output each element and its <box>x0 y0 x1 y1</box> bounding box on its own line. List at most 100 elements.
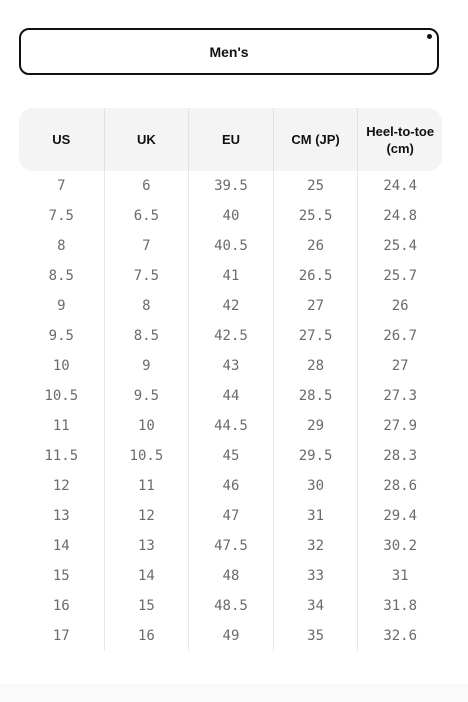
table-row: 8 7 40.5 26 25.4 <box>19 231 442 261</box>
table-row: 7.5 6.5 40 25.5 24.8 <box>19 201 442 231</box>
cell-heel-to-toe: 24.4 <box>357 171 442 201</box>
cell-us: 14 <box>52 538 70 554</box>
cell-heel-to-toe: 26.7 <box>357 321 442 351</box>
table-header: US UK EU CM (JP) Heel-to-toe (cm) <box>19 108 442 171</box>
cell-heel-to-toe: 32.6 <box>357 621 442 651</box>
cell-us: 9 <box>57 298 66 314</box>
cell-uk: 8.5 <box>103 321 189 351</box>
cell-eu: 45 <box>188 441 273 471</box>
cell-heel-to-toe: 27 <box>357 351 442 381</box>
cell-eu: 44.5 <box>188 411 273 441</box>
cell-us: 15 <box>52 568 70 584</box>
cell-us: 16 <box>52 598 70 614</box>
cell-eu: 48 <box>188 561 273 591</box>
table-row: 14 13 47.5 32 30.2 <box>19 531 442 561</box>
header-eu: EU <box>188 108 273 171</box>
cell-us: 17 <box>52 628 70 644</box>
table-row: 7 6 39.5 25 24.4 <box>19 171 442 201</box>
cell-eu: 39.5 <box>188 171 273 201</box>
cell-us: 10.5 <box>44 388 79 404</box>
cell-eu: 47.5 <box>188 531 273 561</box>
cell-cm-jp: 32 <box>272 531 358 561</box>
cell-us: 7.5 <box>48 208 74 224</box>
cell-heel-to-toe: 26 <box>357 291 442 321</box>
cell-cm-jp: 28.5 <box>272 381 358 411</box>
cell-heel-to-toe: 28.3 <box>357 441 442 471</box>
cell-uk: 7.5 <box>103 261 189 291</box>
cell-us: 10 <box>52 358 70 374</box>
cell-heel-to-toe: 24.8 <box>357 201 442 231</box>
cell-cm-jp: 26 <box>272 231 358 261</box>
cell-us: 7 <box>57 178 66 194</box>
mens-tab-button[interactable]: Men's <box>19 28 439 75</box>
dot-icon <box>427 34 432 39</box>
table-row: 10.5 9.5 44 28.5 27.3 <box>19 381 442 411</box>
table-row: 17 16 49 35 32.6 <box>19 621 442 651</box>
cell-heel-to-toe: 31 <box>357 561 442 591</box>
cell-eu: 42.5 <box>188 321 273 351</box>
table-row: 9 8 42 27 26 <box>19 291 442 321</box>
cell-cm-jp: 25 <box>272 171 358 201</box>
cell-us: 13 <box>52 508 70 524</box>
cell-eu: 42 <box>188 291 273 321</box>
cell-cm-jp: 30 <box>272 471 358 501</box>
cell-uk: 9.5 <box>103 381 189 411</box>
cell-heel-to-toe: 30.2 <box>357 531 442 561</box>
header-cm-jp: CM (JP) <box>272 108 358 171</box>
table-row: 11.5 10.5 45 29.5 28.3 <box>19 441 442 471</box>
table-row: 16 15 48.5 34 31.8 <box>19 591 442 621</box>
cell-heel-to-toe: 27.3 <box>357 381 442 411</box>
cell-cm-jp: 33 <box>272 561 358 591</box>
cell-us: 11.5 <box>44 448 79 464</box>
cell-eu: 44 <box>188 381 273 411</box>
cell-us: 8.5 <box>48 268 74 284</box>
table-row: 8.5 7.5 41 26.5 25.7 <box>19 261 442 291</box>
cell-heel-to-toe: 29.4 <box>357 501 442 531</box>
cell-eu: 49 <box>188 621 273 651</box>
cell-uk: 6 <box>103 171 189 201</box>
cell-eu: 43 <box>188 351 273 381</box>
cell-cm-jp: 29.5 <box>272 441 358 471</box>
table-row: 13 12 47 31 29.4 <box>19 501 442 531</box>
cell-uk: 9 <box>103 351 189 381</box>
table-body: 7 6 39.5 25 24.4 7.5 6.5 40 25.5 24.8 8 7 40.5 26 25.4… <box>19 171 442 661</box>
cell-heel-to-toe: 31.8 <box>357 591 442 621</box>
bottom-strip <box>0 684 468 702</box>
cell-eu: 40 <box>188 201 273 231</box>
cell-heel-to-toe: 25.7 <box>357 261 442 291</box>
cell-cm-jp: 27.5 <box>272 321 358 351</box>
cell-cm-jp: 34 <box>272 591 358 621</box>
cell-uk: 6.5 <box>103 201 189 231</box>
cell-heel-to-toe: 25.4 <box>357 231 442 261</box>
cell-us: 8 <box>57 238 66 254</box>
cell-uk: 10.5 <box>103 441 189 471</box>
size-chart-table: US UK EU CM (JP) Heel-to-toe (cm) 7 6 39.5… <box>19 108 442 661</box>
cell-eu: 48.5 <box>188 591 273 621</box>
cell-eu: 46 <box>188 471 273 501</box>
cell-uk: 13 <box>103 531 189 561</box>
cell-uk: 10 <box>103 411 189 441</box>
header-us: US <box>52 132 71 147</box>
cell-uk: 16 <box>103 621 189 651</box>
cell-cm-jp: 26.5 <box>272 261 358 291</box>
cell-eu: 47 <box>188 501 273 531</box>
table-row: 15 14 48 33 31 <box>19 561 442 591</box>
cell-us: 11 <box>52 418 70 434</box>
cell-uk: 14 <box>103 561 189 591</box>
table-row: 12 11 46 30 28.6 <box>19 471 442 501</box>
cell-uk: 15 <box>103 591 189 621</box>
table-row: 10 9 43 28 27 <box>19 351 442 381</box>
header-heel-to-toe: Heel-to-toe (cm) <box>357 108 442 171</box>
cell-us: 9.5 <box>48 328 74 344</box>
cell-cm-jp: 31 <box>272 501 358 531</box>
table-row: 11 10 44.5 29 27.9 <box>19 411 442 441</box>
cell-cm-jp: 35 <box>272 621 358 651</box>
cell-uk: 8 <box>103 291 189 321</box>
cell-cm-jp: 29 <box>272 411 358 441</box>
cell-us: 12 <box>52 478 70 494</box>
cell-heel-to-toe: 27.9 <box>357 411 442 441</box>
cell-cm-jp: 25.5 <box>272 201 358 231</box>
cell-eu: 40.5 <box>188 231 273 261</box>
cell-eu: 41 <box>188 261 273 291</box>
cell-heel-to-toe: 28.6 <box>357 471 442 501</box>
